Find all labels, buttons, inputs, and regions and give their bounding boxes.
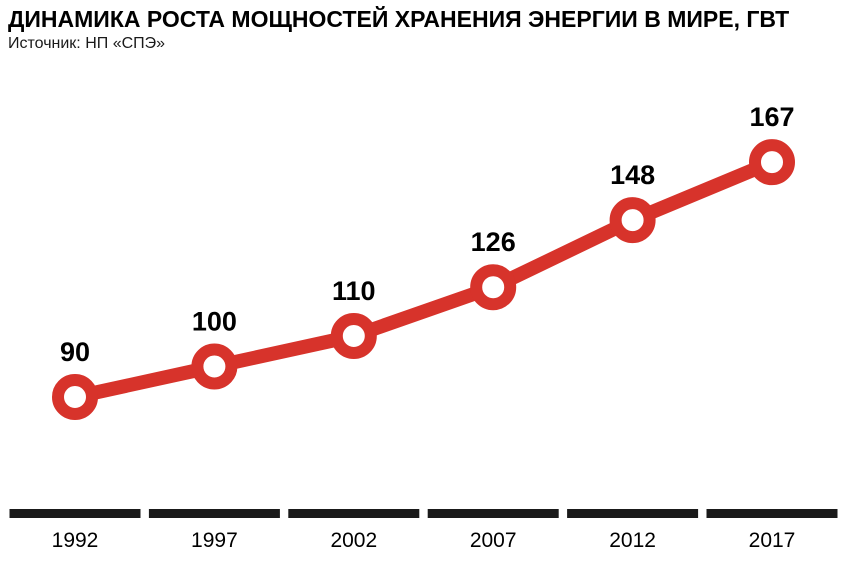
data-point-marker bbox=[470, 264, 517, 311]
x-axis-label: 2007 bbox=[470, 529, 517, 552]
x-axis-label: 2002 bbox=[330, 529, 377, 552]
data-point-marker bbox=[749, 139, 795, 186]
source-label: Источник: НП «СПЭ» bbox=[8, 35, 166, 52]
x-axis-segment bbox=[706, 509, 838, 518]
data-point-marker bbox=[330, 313, 377, 359]
value-label: 100 bbox=[192, 307, 237, 337]
x-axis-label: 1997 bbox=[191, 529, 238, 552]
x-axis-label: 1992 bbox=[52, 529, 99, 552]
value-label: 126 bbox=[471, 227, 516, 257]
value-label: 167 bbox=[749, 102, 794, 132]
chart-header: ДИНАМИКА РОСТА МОЩНОСТЕЙ ХРАНЕНИЯ ЭНЕРГИ… bbox=[0, 0, 850, 52]
data-point-marker bbox=[191, 343, 238, 390]
value-label: 90 bbox=[60, 337, 90, 367]
x-axis-segment bbox=[288, 509, 420, 518]
x-axis-segment bbox=[427, 509, 559, 518]
value-label: 110 bbox=[332, 276, 376, 306]
chart-title: ДИНАМИКА РОСТА МОЩНОСТЕЙ ХРАНЕНИЯ ЭНЕРГИ… bbox=[8, 6, 790, 32]
x-axis-segment bbox=[9, 509, 141, 518]
x-axis-label: 2012 bbox=[609, 529, 656, 552]
value-label: 148 bbox=[610, 160, 655, 190]
x-axis-segment bbox=[567, 509, 699, 518]
line-chart-canvas: 90 1992 100 1997 110 2002 126 2007 148 2012 167 201… bbox=[9, 102, 838, 552]
x-axis-segment bbox=[148, 509, 280, 518]
line-series bbox=[73, 155, 775, 404]
x-axis-label: 2017 bbox=[749, 529, 796, 552]
data-point-marker bbox=[52, 374, 98, 420]
data-point-marker bbox=[609, 197, 656, 244]
